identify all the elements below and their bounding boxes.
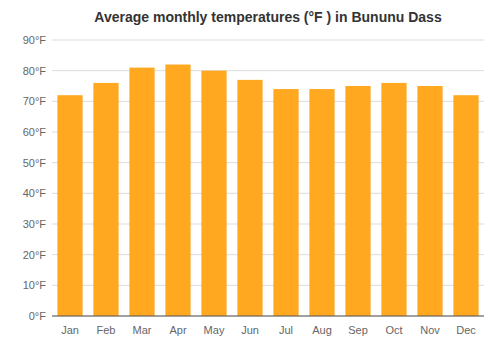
chart: Average monthly temperatures (°F ) in Bu…	[0, 0, 500, 350]
grid-line	[52, 316, 484, 317]
bar	[165, 65, 190, 316]
y-axis: 0°F 10°F 20°F 30°F 40°F 50°F 60°F 70°F 80°F 90°F	[23, 34, 484, 322]
bar	[93, 83, 118, 316]
grid-line	[52, 70, 484, 71]
y-tick-label: 80°F	[23, 65, 47, 77]
x-axis: Jan Feb Mar Apr May Jun Jul Aug Sep Oct Nov Dec	[52, 316, 484, 336]
x-tick-label: Apr	[169, 324, 186, 336]
bars	[57, 65, 478, 316]
y-tick-label: 70°F	[23, 95, 47, 107]
x-tick-label: Feb	[97, 324, 116, 336]
bar	[381, 83, 406, 316]
y-tick-label: 20°F	[23, 249, 47, 261]
chart-container: Average monthly temperatures (°F ) in Bu…	[0, 0, 500, 350]
x-tick-label: Jun	[241, 324, 259, 336]
bar	[309, 89, 334, 316]
y-tick-label: 0°F	[29, 310, 47, 322]
x-tick-label: Jan	[61, 324, 79, 336]
bar	[237, 80, 262, 316]
y-tick-label: 60°F	[23, 126, 47, 138]
y-tick-label: 30°F	[23, 218, 47, 230]
y-tick-label: 90°F	[23, 34, 47, 46]
x-tick-label: Jul	[279, 324, 293, 336]
bar	[57, 95, 82, 316]
x-tick-label: Mar	[133, 324, 152, 336]
bar	[201, 71, 226, 316]
x-tick-label: Nov	[420, 324, 440, 336]
x-tick-label: Sep	[348, 324, 368, 336]
x-tick-label: May	[204, 324, 225, 336]
y-tick-label: 10°F	[23, 279, 47, 291]
x-axis-line	[52, 316, 484, 317]
title: Average monthly temperatures (°F ) in Bu…	[94, 9, 442, 25]
y-tick-label: 40°F	[23, 187, 47, 199]
bar	[345, 86, 370, 316]
bar	[453, 95, 478, 316]
bar	[273, 89, 298, 316]
x-tick-label: Oct	[385, 324, 402, 336]
bar	[129, 68, 154, 316]
grid-line	[52, 40, 484, 41]
y-tick-label: 50°F	[23, 157, 47, 169]
bar	[417, 86, 442, 316]
x-tick-label: Aug	[312, 324, 332, 336]
x-tick-label: Dec	[456, 324, 476, 336]
